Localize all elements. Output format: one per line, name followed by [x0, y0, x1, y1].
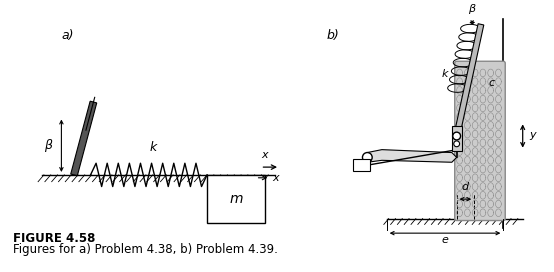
Text: $k$: $k$	[149, 140, 158, 153]
Circle shape	[453, 132, 460, 140]
Text: FIGURE 4.58: FIGURE 4.58	[13, 232, 95, 245]
Bar	[207, 175, 265, 223]
Text: $x$: $x$	[272, 173, 281, 183]
FancyBboxPatch shape	[455, 61, 505, 221]
Bar	[452, 126, 461, 151]
Text: $\beta$: $\beta$	[468, 2, 476, 16]
Polygon shape	[454, 24, 484, 137]
Text: $\beta$: $\beta$	[44, 137, 54, 154]
Polygon shape	[71, 101, 97, 176]
Bar	[353, 159, 370, 171]
Text: $m$: $m$	[229, 192, 244, 206]
Text: a): a)	[61, 29, 74, 42]
Text: b): b)	[326, 29, 339, 42]
Polygon shape	[367, 150, 456, 162]
Text: $c$: $c$	[488, 78, 496, 88]
Circle shape	[362, 153, 372, 162]
Text: $y$: $y$	[529, 130, 537, 142]
Text: $d$: $d$	[461, 180, 470, 192]
Text: Figures for a) Problem 4.38, b) Problem 4.39.: Figures for a) Problem 4.38, b) Problem …	[13, 243, 278, 256]
Text: $x$: $x$	[261, 150, 270, 160]
Text: $k$: $k$	[441, 67, 450, 79]
Text: $e$: $e$	[441, 235, 449, 245]
Circle shape	[454, 141, 460, 147]
